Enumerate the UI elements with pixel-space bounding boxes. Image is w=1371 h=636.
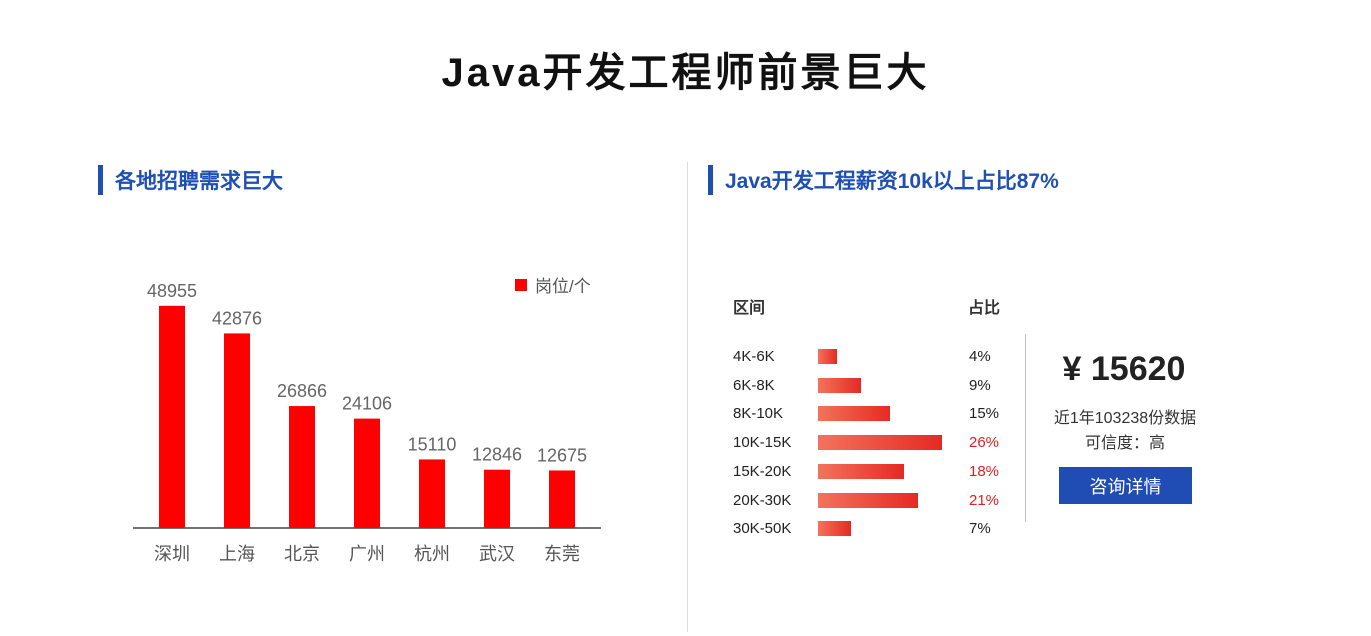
salary-share-value: 18%	[969, 462, 1000, 480]
salary-row: 8K-10K 15%	[733, 403, 1013, 425]
city-demand-heading: 各地招聘需求巨大	[98, 165, 283, 195]
range-column-header: 区间	[733, 300, 766, 317]
salary-share-value: 7%	[969, 520, 991, 538]
salary-range-label: 6K-8K	[733, 376, 775, 394]
city-demand-heading-text: 各地招聘需求巨大	[115, 170, 283, 193]
share-column-header: 占比	[968, 300, 1001, 317]
chart-legend: 岗位/个	[515, 272, 591, 297]
x-tick-label: 广州	[349, 544, 385, 565]
salary-row: 30K-50K 7%	[733, 518, 1013, 540]
salary-share-bar	[818, 521, 852, 537]
salary-share-value: 4%	[969, 348, 991, 365]
consult-details-button[interactable]: 咨询详情	[1059, 467, 1192, 504]
x-tick-label: 武汉	[479, 544, 515, 565]
bar-value-label: 26866	[277, 381, 327, 401]
legend-swatch	[515, 278, 527, 291]
salary-range-label: 4K-6K	[733, 348, 775, 365]
salary-share-value: 9%	[969, 376, 991, 394]
bar-value-label: 42876	[212, 308, 262, 328]
salary-range-label: 30K-50K	[733, 520, 792, 538]
salary-row: 10K-15K 26%	[733, 432, 1013, 454]
bar-value-label: 12675	[537, 445, 587, 465]
salary-share-bar	[818, 492, 919, 508]
bar-6	[549, 470, 575, 528]
salary-range-label: 15K-20K	[733, 462, 792, 480]
salary-share-bar	[818, 435, 942, 451]
salary-share-bar	[818, 406, 890, 422]
bar-value-label: 48955	[147, 281, 197, 301]
salary-row: 6K-8K 9%	[733, 375, 1013, 397]
bar-0	[159, 305, 185, 528]
salary-panel-divider	[1025, 334, 1026, 522]
credibility-note: 可信度：高	[1084, 435, 1165, 452]
bar-value-label: 24106	[342, 394, 392, 414]
page-title: Java开发工程师前景巨大	[441, 51, 930, 95]
bar-1	[224, 333, 250, 528]
salary-row: 20K-30K 21%	[733, 490, 1013, 512]
bar-2	[289, 406, 315, 528]
salary-share-value: 21%	[969, 491, 1000, 509]
bar-3	[354, 418, 380, 528]
data-count-note: 近1年103238份数据	[1053, 410, 1197, 427]
salary-range-label: 8K-10K	[733, 405, 784, 423]
salary-share-bar	[818, 377, 861, 393]
salary-share-bar	[818, 463, 904, 479]
x-tick-label: 杭州	[414, 544, 450, 565]
salary-heading: Java开发工程薪资10k以上占比87%	[708, 165, 1059, 195]
average-salary: ¥ 15620	[1062, 350, 1186, 388]
salary-share-bar	[818, 349, 838, 364]
x-tick-label: 深圳	[154, 544, 190, 565]
bar-value-label: 15110	[408, 434, 457, 454]
salary-share-value: 15%	[969, 405, 1000, 423]
salary-row: 4K-6K 4%	[733, 346, 1013, 368]
heading-accent-bar	[708, 165, 713, 195]
x-tick-label: 北京	[284, 544, 320, 565]
salary-range-label: 10K-15K	[733, 434, 792, 452]
salary-share-value: 26%	[969, 434, 1000, 452]
x-tick-label: 东莞	[544, 544, 580, 565]
heading-accent-bar	[98, 165, 103, 195]
salary-row: 15K-20K 18%	[733, 461, 1013, 483]
legend-label: 岗位/个	[535, 277, 591, 296]
city-bar-chart: 48955 深圳 42876 上海 26866 北京 24106 广州 15110 杭州 12846…	[133, 281, 601, 565]
salary-heading-text: Java开发工程薪资10k以上占比87%	[725, 170, 1059, 193]
section-divider	[687, 162, 688, 632]
bar-value-label: 12846	[472, 445, 522, 465]
x-tick-label: 上海	[219, 544, 255, 565]
bar-4	[419, 459, 445, 528]
bar-5	[484, 469, 510, 528]
salary-range-label: 20K-30K	[733, 491, 792, 509]
